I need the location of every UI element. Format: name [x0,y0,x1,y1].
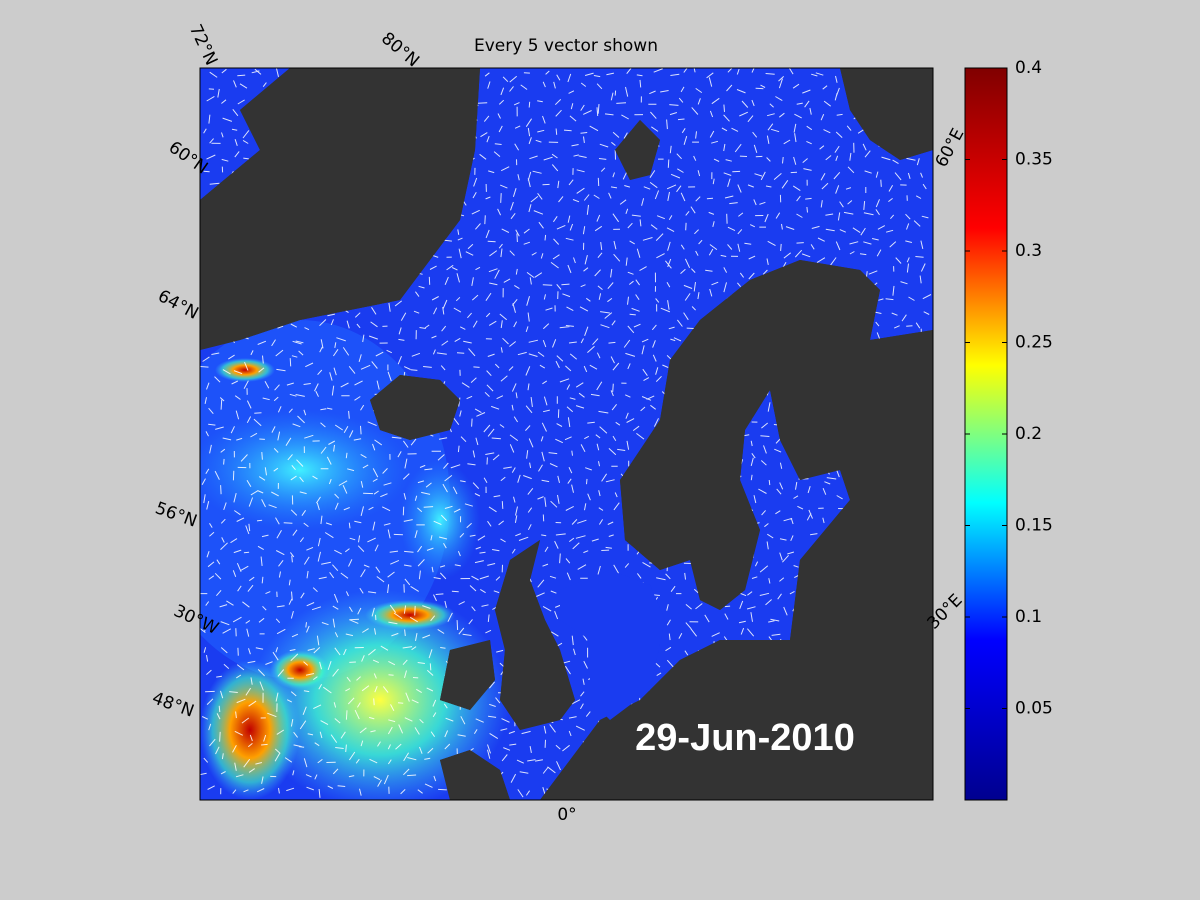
colorbar: 0.05 0.1 0.15 0.2 0.25 0.3 0.35 0.4 [964,58,1053,801]
colorbar-tick-label: 0.25 [1015,333,1053,353]
date-label: 29-Jun-2010 [635,717,855,759]
graticule-label: 60°E [932,125,969,170]
current-field [400,460,480,580]
current-field [215,358,275,382]
current-field [270,650,330,690]
graticule-label: 48°N [149,688,196,721]
land [200,68,933,800]
map [200,68,933,800]
graticule-label: 72°N [185,21,221,68]
current-field [200,410,410,530]
colorbar-tick-label: 0.2 [1015,424,1042,444]
current-field [200,660,300,800]
graticule-label: 64°N [154,286,201,324]
colorbar-tick-label: 0.15 [1015,516,1053,536]
colorbar-tick-label: 0.35 [1015,150,1053,170]
graticule-label: 0° [557,805,576,825]
current-field [250,590,510,800]
map-title: Every 5 vector shown [474,36,658,56]
graticule-label: 56°N [152,498,199,531]
colorbar-tick-label: 0.4 [1015,58,1042,78]
map-frame [199,67,934,801]
colorbar-tick-label: 0.05 [1015,699,1053,719]
current-field [365,600,455,630]
colorbar-tick-label: 0.1 [1015,607,1042,627]
colorbar-tick-label: 0.3 [1015,241,1042,261]
graticule-label: 80°N [377,29,423,72]
colorbar-scale [964,67,1008,801]
